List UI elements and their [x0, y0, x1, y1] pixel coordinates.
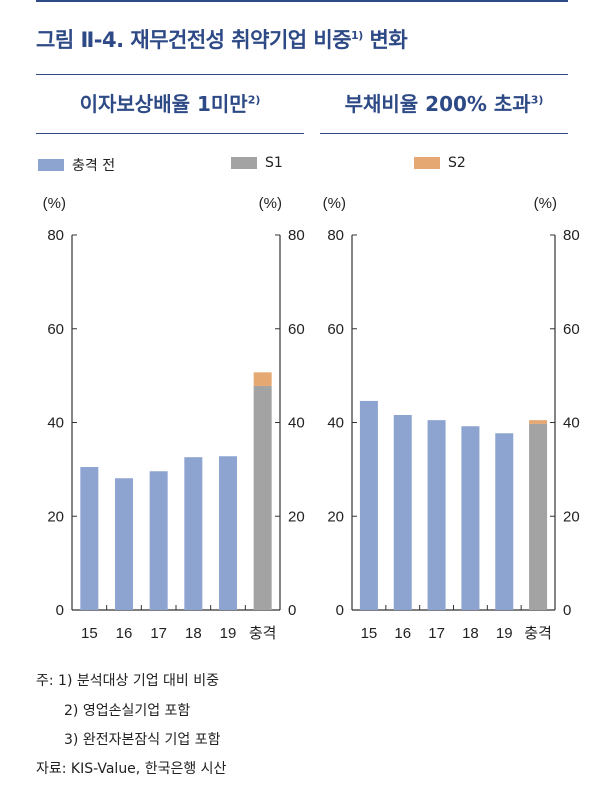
bar-pre [393, 415, 412, 610]
legend-label: S2 [448, 155, 466, 171]
bar-pre [149, 471, 168, 610]
y-unit-left: (%) [43, 195, 66, 212]
y-tick-label-left: 60 [327, 321, 344, 338]
figure-title: 그림 Ⅱ-4. 재무건전성 취약기업 비중1) 변화 [36, 24, 408, 54]
x-tick-label: 18 [185, 625, 202, 642]
rule [36, 133, 304, 134]
title-suffix: 변화 [362, 28, 408, 52]
y-tick-label-right: 80 [288, 227, 305, 244]
source-note: 자료: KIS-Value, 한국은행 시산 [36, 761, 227, 777]
legend-pre: 충격 전 [38, 155, 115, 175]
y-tick-label-right: 20 [288, 508, 305, 525]
x-tick-label: 16 [394, 625, 411, 642]
y-tick-label-right: 40 [563, 415, 580, 432]
bar-pre [219, 456, 237, 610]
y-unit-left: (%) [323, 195, 346, 212]
title-sup: 1) [351, 29, 363, 42]
y-tick-label-left: 20 [327, 508, 344, 525]
y-unit-right: (%) [534, 195, 557, 212]
x-tick-label: 19 [220, 625, 237, 642]
charts-svg: (%) (%) 0 0 20 20 40 40 60 60 80 80 15 16 17 18 19 충격 (%) (… [43, 195, 580, 642]
legend-swatch [414, 157, 440, 169]
x-tick-label: 15 [361, 625, 378, 642]
bar-pre [495, 433, 514, 610]
note-3: 3) 완전자본잠식 기업 포함 [64, 732, 221, 748]
top-rule [36, 0, 568, 2]
chart2-title-text: 부채비율 200% 초과 [344, 92, 531, 116]
legend-swatch [231, 157, 257, 169]
x-tick-label: 17 [150, 625, 167, 642]
legend-swatch [38, 159, 64, 171]
bar-pre [184, 457, 203, 610]
y-tick-label-right: 0 [288, 602, 296, 619]
legend-s2: S2 [414, 155, 466, 171]
x-tick-label: 18 [462, 625, 479, 642]
bar-pre [427, 420, 446, 610]
y-tick-label-right: 40 [288, 415, 305, 432]
bar-s1 [253, 385, 272, 610]
y-tick-label-left: 40 [327, 415, 344, 432]
legend-s1: S1 [231, 155, 283, 171]
y-tick-label-left: 0 [56, 602, 64, 619]
y-tick-label-left: 60 [47, 321, 64, 338]
legend-label: S1 [265, 155, 283, 171]
bar-pre [115, 478, 133, 610]
y-unit-right: (%) [259, 195, 282, 212]
bar-s2 [529, 420, 548, 424]
note-1: 주: 1) 분석대상 기업 대비 비중 [36, 673, 220, 689]
bar-s2 [253, 372, 272, 386]
bar-pre [461, 426, 480, 610]
y-tick-label-left: 40 [47, 415, 64, 432]
y-tick-label-right: 80 [563, 227, 580, 244]
bar-pre [359, 400, 378, 610]
y-tick-label-left: 80 [327, 227, 344, 244]
bar-s1 [529, 423, 548, 610]
x-tick-label: 16 [116, 625, 133, 642]
x-tick-label: 19 [496, 625, 513, 642]
x-tick-label: 충격 [524, 625, 552, 642]
y-tick-label-right: 0 [563, 602, 571, 619]
chart1-title-sup: 2) [247, 93, 261, 107]
y-tick-label-left: 80 [47, 227, 64, 244]
chart1-title: 이자보상배율 1미만2) [36, 88, 304, 117]
y-tick-label-right: 60 [563, 321, 580, 338]
note-2: 2) 영업손실기업 포함 [64, 703, 191, 719]
title-text: 그림 Ⅱ-4. 재무건전성 취약기업 비중 [36, 28, 352, 52]
y-tick-label-left: 20 [47, 508, 64, 525]
chart2-title: 부채비율 200% 초과3) [320, 88, 568, 117]
bar-pre [80, 467, 99, 610]
x-tick-label: 15 [81, 625, 98, 642]
legend-label: 충격 전 [72, 158, 116, 174]
y-tick-label-right: 20 [563, 508, 580, 525]
rule [36, 74, 568, 75]
y-tick-label-left: 0 [336, 602, 344, 619]
chart2-title-sup: 3) [530, 93, 544, 107]
x-tick-label: 17 [428, 625, 445, 642]
x-tick-label: 충격 [249, 625, 277, 642]
chart1-title-text: 이자보상배율 1미만 [79, 92, 248, 116]
y-tick-label-right: 60 [288, 321, 305, 338]
rule [320, 133, 568, 134]
